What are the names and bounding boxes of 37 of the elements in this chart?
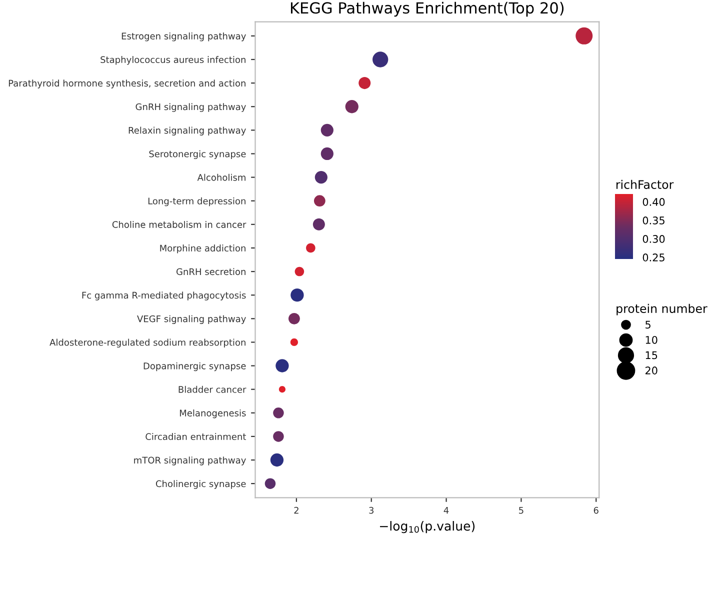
color-bar-label: 0.40 <box>642 198 665 206</box>
color-bar-title: richFactor <box>616 180 674 189</box>
x-tick-label: 2 <box>294 506 298 514</box>
y-tick-label: Long-term depression <box>148 197 246 206</box>
y-tick-label: Choline metabolism in cancer <box>112 220 246 228</box>
y-tick-label: Circadian entrainment <box>146 433 246 440</box>
x-axis-title: −log$_{10}$(p.value) <box>380 521 475 534</box>
y-tick-label: Aldosterone-regulated sodium reabsorption <box>50 338 246 348</box>
legend-title: protein number <box>616 304 708 316</box>
legend-label: 15 <box>646 351 658 360</box>
y-tick-label: mTOR signaling pathway <box>134 456 246 466</box>
y-tick-label: GnRH secretion <box>176 268 246 276</box>
y-tick-label: Serotonergic synapse <box>149 150 246 160</box>
x-tick-label: 6 <box>594 506 598 514</box>
chart-title: KEGG Pathways Enrichment(Top 20) <box>290 2 564 17</box>
y-tick-label: Staphylococcus aureus infection <box>100 56 246 65</box>
legend-label: 10 <box>646 336 658 344</box>
color-bar-label: 0.30 <box>642 235 665 243</box>
color-bar-label: 0.35 <box>642 216 664 224</box>
x-tick-label: 5 <box>519 507 524 514</box>
y-tick-label: Cholinergic synapse <box>156 480 246 489</box>
y-tick-label: Morphine addiction <box>160 244 246 254</box>
color-bar-label: 0.25 <box>642 254 664 262</box>
x-tick-label: 3 <box>369 506 374 514</box>
y-tick-label: Fc gamma R-mediated phagocytosis <box>82 292 246 300</box>
y-tick-label: Melanogenesis <box>180 409 246 418</box>
y-tick-label: Estrogen signaling pathway <box>122 32 246 42</box>
y-tick-label: Dopaminergic synapse <box>144 362 246 372</box>
y-tick-label: Alcoholism <box>197 174 246 181</box>
x-tick-label: 4 <box>444 507 449 514</box>
legend-label: 5 <box>646 320 650 329</box>
y-tick-label: Parathyroid hormone synthesis, secretion and action <box>8 80 246 88</box>
y-tick-label: VEGF signaling pathway <box>137 315 246 324</box>
y-tick-label: Relaxin signaling pathway <box>128 126 246 136</box>
y-tick-label: GnRH signaling pathway <box>136 103 246 112</box>
y-tick-label: Bladder cancer <box>178 386 246 393</box>
legend-label: 20 <box>646 366 658 374</box>
